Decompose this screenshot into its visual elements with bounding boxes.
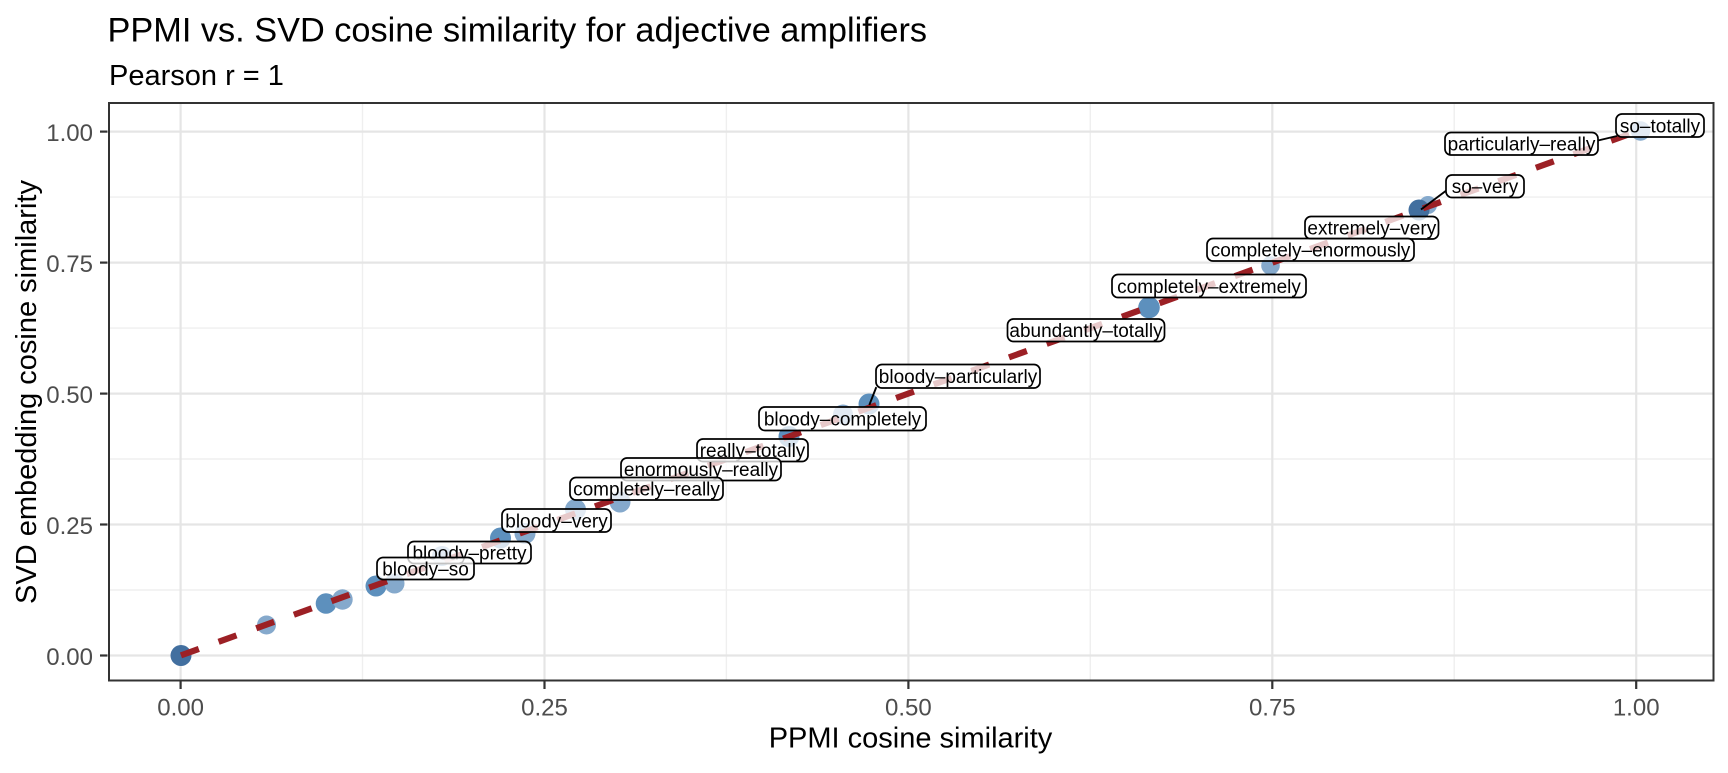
svg-text:PPMI cosine similarity: PPMI cosine similarity [769,723,1053,755]
svg-text:so–very: so–very [1452,177,1519,198]
svg-text:enormously–really: enormously–really [624,460,779,481]
svg-text:0.00: 0.00 [157,695,204,722]
svg-text:0.75: 0.75 [46,251,93,278]
svg-text:1.00: 1.00 [1613,695,1660,722]
svg-text:so–totally: so–totally [1620,116,1701,137]
svg-text:Pearson r = 1: Pearson r = 1 [109,60,284,92]
svg-text:particularly–really: particularly–really [1448,135,1596,156]
svg-text:0.25: 0.25 [46,513,93,540]
svg-text:SVD embedding cosine similarit: SVD embedding cosine similarity [11,180,43,604]
svg-text:0.00: 0.00 [46,644,93,671]
svg-text:bloody–completely: bloody–completely [764,410,922,431]
svg-text:1.00: 1.00 [46,120,93,147]
svg-text:PPMI vs. SVD cosine similarity: PPMI vs. SVD cosine similarity for adjec… [108,12,928,50]
svg-text:0.50: 0.50 [46,382,93,409]
svg-text:completely–really: completely–really [573,480,720,501]
svg-text:abundantly–totally: abundantly–totally [1009,321,1163,342]
svg-text:0.75: 0.75 [1249,695,1296,722]
svg-text:really–totally: really–totally [700,441,806,462]
svg-text:extremely–very: extremely–very [1307,219,1436,240]
svg-text:bloody–particularly: bloody–particularly [879,367,1038,388]
svg-text:0.25: 0.25 [521,695,568,722]
svg-text:bloody–very: bloody–very [505,511,608,532]
svg-text:completely–extremely: completely–extremely [1117,277,1301,298]
svg-text:completely–enormously: completely–enormously [1211,241,1411,262]
svg-text:bloody–so: bloody–so [382,559,469,580]
svg-text:0.50: 0.50 [885,695,932,722]
